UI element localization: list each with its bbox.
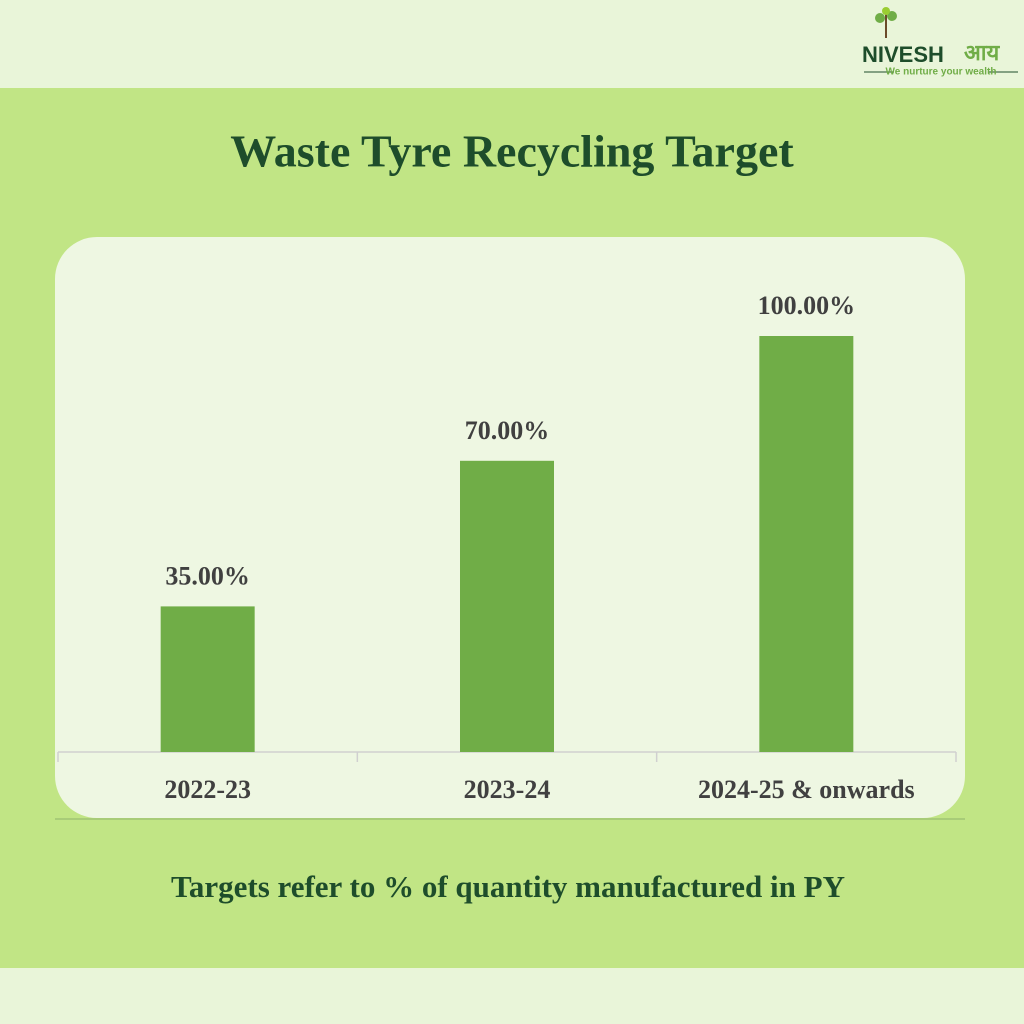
logo: NIVESH आय We nurture your wealth [862,7,1018,78]
bar [759,336,854,752]
logo-hindi: आय [964,40,1000,65]
chart-note: Targets refer to % of quantity manufactu… [171,869,845,904]
value-label: 100.00% [758,291,856,320]
bar [460,460,554,752]
logo-tagline: We nurture your wealth [886,67,997,78]
x-tick-label: 2022-23 [164,775,251,804]
value-label: 35.00% [165,561,250,590]
x-tick-label: 2024-25 & onwards [698,775,915,804]
x-tick-label: 2023-24 [464,775,551,804]
logo-leaf [875,13,885,23]
logo-leaf [882,7,890,15]
bar [160,606,255,752]
value-label: 70.00% [465,416,550,445]
logo-leaf [887,11,897,21]
chart-title: Waste Tyre Recycling Target [230,126,794,177]
logo-name: NIVESH [862,42,944,67]
